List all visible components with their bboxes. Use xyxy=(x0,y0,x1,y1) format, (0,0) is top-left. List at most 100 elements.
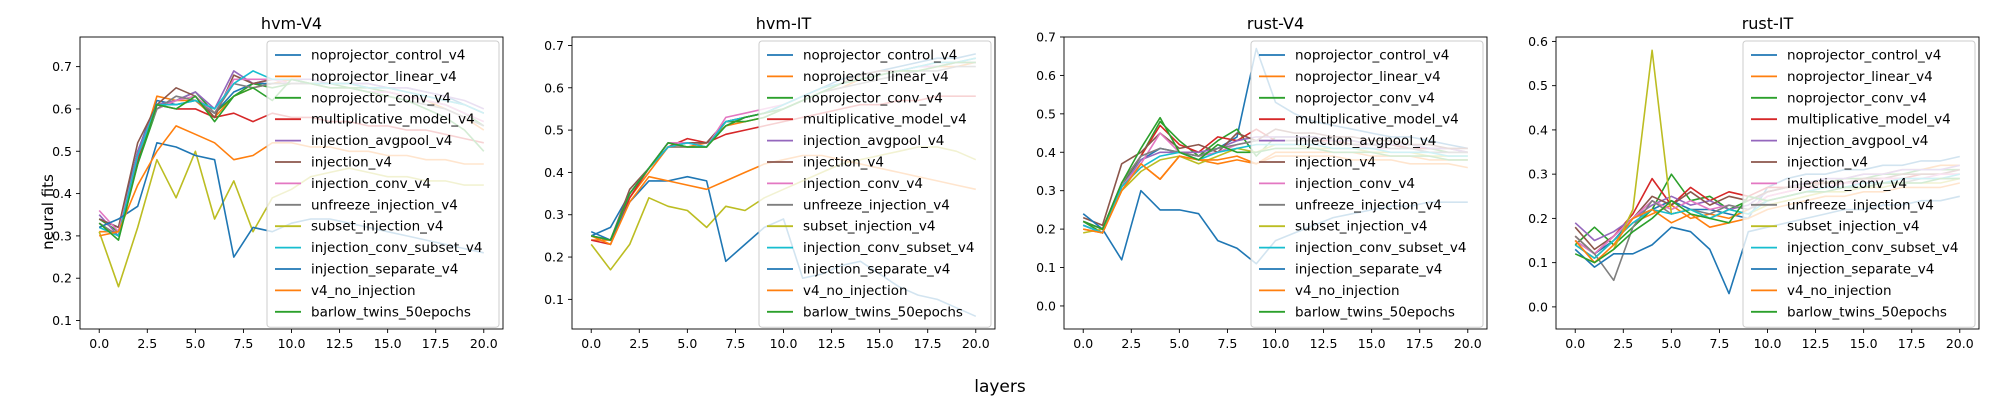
legend-label: v4_no_injection xyxy=(1295,283,1400,299)
y-tick-label: 0.7 xyxy=(544,38,564,53)
x-tick-label: 12.5 xyxy=(1802,336,1830,351)
legend: noprojector_control_v4 noprojector_linear… xyxy=(1250,40,1484,328)
legend-label: injection_separate_v4 xyxy=(803,262,950,278)
legend-label: injection_v4 xyxy=(803,155,884,171)
y-tick-label: 0.6 xyxy=(544,80,564,95)
legend-label: noprojector_control_v4 xyxy=(803,48,957,64)
legend-label: noprojector_control_v4 xyxy=(1787,48,1941,64)
legend-label: unfreeze_injection_v4 xyxy=(1295,197,1442,213)
x-tick-label: 12.5 xyxy=(1310,336,1338,351)
legend-label: unfreeze_injection_v4 xyxy=(1787,197,1934,213)
x-tick-label: 17.5 xyxy=(914,336,942,351)
y-tick-label: 0.0 xyxy=(1528,299,1548,314)
y-tick-label: 0.3 xyxy=(1036,183,1056,198)
legend-label: multiplicative_model_v4 xyxy=(1295,112,1459,128)
legend-label: injection_conv_v4 xyxy=(311,176,431,192)
legend-label: injection_v4 xyxy=(1295,155,1376,171)
legend-box xyxy=(1742,40,1976,328)
x-tick-label: 5.0 xyxy=(185,336,205,351)
legend-label: injection_avgpool_v4 xyxy=(1295,133,1436,149)
legend-label: unfreeze_injection_v4 xyxy=(311,197,458,213)
x-tick-label: 2.5 xyxy=(137,336,157,351)
legend: noprojector_control_v4 noprojector_linear… xyxy=(1742,40,1976,328)
legend-label: injection_conv_v4 xyxy=(1787,176,1907,192)
legend-label: subset_injection_v4 xyxy=(1787,219,1920,235)
x-tick-label: 15.0 xyxy=(866,336,894,351)
x-tick-label: 2.5 xyxy=(629,336,649,351)
legend-label: injection_v4 xyxy=(311,155,392,171)
legend-label: injection_conv_subset_v4 xyxy=(803,240,975,256)
legend-label: v4_no_injection xyxy=(803,283,908,299)
x-tick-label: 7.5 xyxy=(725,336,745,351)
legend-box xyxy=(266,40,500,328)
x-tick-label: 15.0 xyxy=(1850,336,1878,351)
legend-label: injection_v4 xyxy=(1787,155,1868,171)
y-tick-label: 0.5 xyxy=(544,123,564,138)
legend-label: unfreeze_injection_v4 xyxy=(803,197,950,213)
legend-label: barlow_twins_50epochs xyxy=(803,304,963,320)
legend-label: injection_conv_subset_v4 xyxy=(1295,240,1467,256)
legend-label: subset_injection_v4 xyxy=(311,219,444,235)
x-tick-label: 10.0 xyxy=(1262,336,1290,351)
y-tick-label: 0.1 xyxy=(1528,255,1548,270)
x-tick-label: 20.0 xyxy=(962,336,990,351)
y-tick-label: 0.6 xyxy=(52,101,72,116)
x-tick-label: 12.5 xyxy=(326,336,354,351)
y-tick-label: 0.4 xyxy=(1528,122,1548,137)
y-tick-label: 0.4 xyxy=(52,186,72,201)
y-tick-label: 0.6 xyxy=(1036,68,1056,83)
y-tick-label: 0.4 xyxy=(544,165,564,180)
y-tick-label: 0.3 xyxy=(52,228,72,243)
x-tick-label: 0.0 xyxy=(1073,336,1093,351)
subplot-grid: hvm-V4 0.0 2.5 5.0 7.5 10.0 12.5 15.0 17.5 20.0 0.… xyxy=(52,14,1980,351)
legend-label: subset_injection_v4 xyxy=(1295,219,1428,235)
x-tick-label: 17.5 xyxy=(422,336,450,351)
subplot-title: rust-IT xyxy=(1742,14,1794,33)
x-tick-label: 7.5 xyxy=(1217,336,1237,351)
legend-label: v4_no_injection xyxy=(311,283,416,299)
legend-label: noprojector_control_v4 xyxy=(311,48,465,64)
subplot-title: hvm-V4 xyxy=(261,14,322,33)
legend-label: injection_avgpool_v4 xyxy=(311,133,452,149)
x-tick-label: 12.5 xyxy=(818,336,846,351)
legend-label: noprojector_conv_v4 xyxy=(1295,90,1435,106)
legend-label: barlow_twins_50epochs xyxy=(1787,304,1947,320)
legend-label: noprojector_conv_v4 xyxy=(1787,90,1927,106)
subplot-title: rust-V4 xyxy=(1247,14,1304,33)
x-tick-label: 5.0 xyxy=(1169,336,1189,351)
legend-label: noprojector_control_v4 xyxy=(1295,48,1449,64)
legend-box xyxy=(1250,40,1484,328)
legend-label: injection_separate_v4 xyxy=(1787,262,1934,278)
y-tick-label: 0.3 xyxy=(544,207,564,222)
x-tick-label: 0.0 xyxy=(89,336,109,351)
legend-label: injection_conv_subset_v4 xyxy=(311,240,483,256)
y-tick-label: 0.2 xyxy=(544,250,564,265)
x-tick-label: 0.0 xyxy=(581,336,601,351)
legend-label: v4_no_injection xyxy=(1787,283,1892,299)
legend: noprojector_control_v4 noprojector_linear… xyxy=(266,40,500,328)
legend-label: subset_injection_v4 xyxy=(803,219,936,235)
x-tick-label: 20.0 xyxy=(1454,336,1482,351)
x-tick-label: 20.0 xyxy=(1946,336,1974,351)
legend-label: noprojector_linear_v4 xyxy=(803,69,949,85)
subplot-3: rust-IT 0.0 2.5 5.0 7.5 10.0 12.5 15.0 17.5 20.0 0… xyxy=(1528,14,1980,351)
x-tick-label: 0.0 xyxy=(1565,336,1585,351)
y-tick-label: 0.0 xyxy=(1036,298,1056,313)
legend-label: noprojector_conv_v4 xyxy=(803,90,943,106)
y-tick-label: 0.6 xyxy=(1528,34,1548,49)
x-tick-label: 10.0 xyxy=(770,336,798,351)
legend-label: injection_separate_v4 xyxy=(1295,262,1442,278)
legend-label: noprojector_linear_v4 xyxy=(1787,69,1933,85)
x-tick-label: 10.0 xyxy=(1754,336,1782,351)
legend-label: multiplicative_model_v4 xyxy=(803,112,967,128)
legend-label: injection_conv_v4 xyxy=(803,176,923,192)
y-tick-label: 0.1 xyxy=(52,313,72,328)
x-tick-label: 7.5 xyxy=(233,336,253,351)
legend-label: injection_conv_subset_v4 xyxy=(1787,240,1959,256)
legend-label: multiplicative_model_v4 xyxy=(311,112,475,128)
x-tick-label: 10.0 xyxy=(278,336,306,351)
x-tick-label: 17.5 xyxy=(1406,336,1434,351)
x-tick-label: 5.0 xyxy=(677,336,697,351)
x-tick-label: 7.5 xyxy=(1709,336,1729,351)
y-tick-label: 0.2 xyxy=(1528,211,1548,226)
